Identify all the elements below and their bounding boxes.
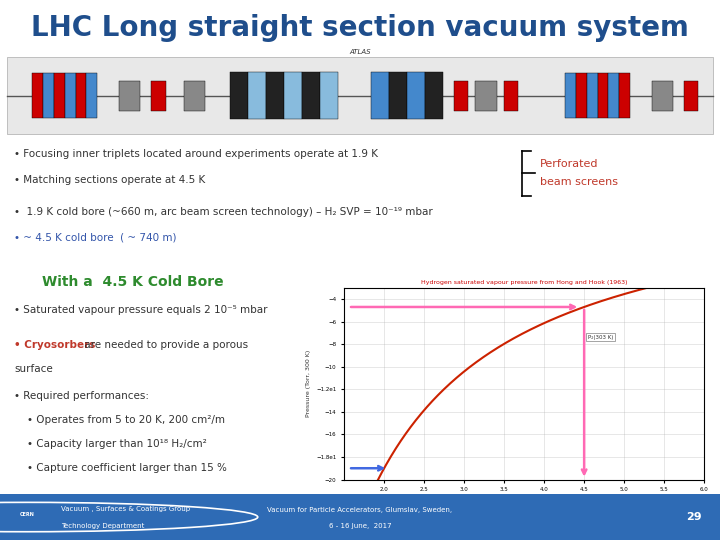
Text: • Capacity larger than 10¹⁸ H₂/cm²: • Capacity larger than 10¹⁸ H₂/cm² <box>14 438 207 449</box>
Bar <box>454 80 468 111</box>
Bar <box>598 73 608 118</box>
Bar <box>54 73 65 118</box>
Bar <box>504 80 518 111</box>
Bar <box>248 72 266 119</box>
Bar <box>320 72 338 119</box>
Bar <box>475 80 497 111</box>
Bar <box>32 73 43 118</box>
Bar <box>86 73 97 118</box>
Bar <box>119 80 140 111</box>
Text: • Saturated vapour pressure equals 2 10⁻⁵ mbar: • Saturated vapour pressure equals 2 10⁻… <box>14 305 268 315</box>
Bar <box>407 72 425 119</box>
Text: Vacuum , Surfaces & Coatings Group: Vacuum , Surfaces & Coatings Group <box>61 506 190 512</box>
Text: •  1.9 K cold bore (~660 m, arc beam screen technology) – H₂ SVP = 10⁻¹⁹ mbar: • 1.9 K cold bore (~660 m, arc beam scre… <box>14 207 433 217</box>
Bar <box>230 72 248 119</box>
Text: ATLAS: ATLAS <box>349 49 371 55</box>
Bar <box>652 80 673 111</box>
Bar <box>565 73 576 118</box>
Text: Vacuum for Particle Accelerators, Glumslav, Sweden,: Vacuum for Particle Accelerators, Glumsl… <box>267 507 453 513</box>
Text: Perforated: Perforated <box>540 159 598 169</box>
Text: surface: surface <box>14 363 53 374</box>
Text: P₂(303 K): P₂(303 K) <box>588 335 613 340</box>
Bar <box>302 72 320 119</box>
Bar <box>576 73 587 118</box>
Text: beam screens: beam screens <box>540 177 618 187</box>
Bar <box>266 72 284 119</box>
Bar <box>684 80 698 111</box>
Text: LHC Long straight section vacuum system: LHC Long straight section vacuum system <box>31 14 689 42</box>
Bar <box>371 72 389 119</box>
Bar <box>184 80 205 111</box>
Text: CERN: CERN <box>20 512 35 517</box>
Bar <box>587 73 598 118</box>
Bar <box>425 72 443 119</box>
Title: Hydrogen saturated vapour pressure from Hong and Hook (1963): Hydrogen saturated vapour pressure from … <box>421 280 627 285</box>
Bar <box>7 57 713 134</box>
Bar <box>619 73 630 118</box>
Text: 6 - 16 June,  2017: 6 - 16 June, 2017 <box>329 523 391 529</box>
Text: • Operates from 5 to 20 K, 200 cm²/m: • Operates from 5 to 20 K, 200 cm²/m <box>14 415 225 425</box>
Bar <box>76 73 86 118</box>
Text: Technology Department: Technology Department <box>61 523 145 529</box>
Text: • Capture coefficient larger than 15 %: • Capture coefficient larger than 15 % <box>14 463 228 472</box>
Bar <box>151 80 166 111</box>
Text: • Cryosorbers: • Cryosorbers <box>14 340 96 350</box>
Text: are needed to provide a porous: are needed to provide a porous <box>81 340 248 350</box>
Bar <box>608 73 619 118</box>
Text: • Matching sections operate at 4.5 K: • Matching sections operate at 4.5 K <box>14 175 206 185</box>
Text: 29: 29 <box>686 512 702 522</box>
Text: • Focusing inner triplets located around experiments operate at 1.9 K: • Focusing inner triplets located around… <box>14 149 379 159</box>
Y-axis label: Pressure (Torr, 300 K): Pressure (Torr, 300 K) <box>306 350 311 417</box>
Text: • ~ 4.5 K cold bore  ( ~ 740 m): • ~ 4.5 K cold bore ( ~ 740 m) <box>14 233 177 243</box>
Bar <box>43 73 54 118</box>
Text: • Required performances:: • Required performances: <box>14 391 150 401</box>
Text: With a  4.5 K Cold Bore: With a 4.5 K Cold Bore <box>42 275 224 289</box>
X-axis label: temperature (K): temperature (K) <box>496 498 552 504</box>
Bar <box>65 73 76 118</box>
Bar <box>284 72 302 119</box>
Bar <box>389 72 407 119</box>
